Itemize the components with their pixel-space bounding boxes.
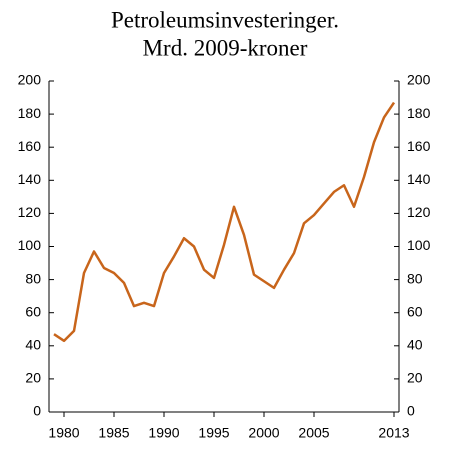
x-tick-label: 2000: [248, 425, 279, 441]
y-tick-label: 180: [18, 105, 42, 121]
y-tick-label: 120: [18, 204, 42, 220]
y2-tick-label: 200: [407, 72, 431, 88]
y2-tick-label: 40: [407, 337, 423, 353]
y-tick-label: 200: [18, 72, 42, 88]
y-tick-label: 0: [33, 403, 41, 419]
x-tick-label: 1980: [48, 425, 79, 441]
y2-tick-label: 140: [407, 171, 431, 187]
y-tick-label: 140: [18, 171, 42, 187]
y2-tick-label: 180: [407, 105, 431, 121]
y-tick-label: 20: [25, 370, 41, 386]
y2-tick-label: 0: [407, 403, 415, 419]
y2-tick-label: 100: [407, 237, 431, 253]
x-tick-label: 2013: [378, 425, 409, 441]
y-tick-label: 80: [25, 270, 41, 286]
y2-tick-label: 80: [407, 270, 423, 286]
x-tick-label: 2005: [298, 425, 329, 441]
y-tick-label: 60: [25, 303, 41, 319]
chart-title: Petroleumsinvesteringer.: [111, 7, 339, 32]
line-series: [53, 101, 396, 343]
y-tick-label: 160: [18, 138, 42, 154]
y-tick-label: 100: [18, 237, 42, 253]
y2-tick-label: 60: [407, 303, 423, 319]
y-tick-label: 40: [25, 337, 41, 353]
x-tick-label: 1985: [98, 425, 129, 441]
chart-subtitle: Mrd. 2009-kroner: [143, 35, 308, 60]
y2-tick-label: 20: [407, 370, 423, 386]
y2-tick-label: 160: [407, 138, 431, 154]
x-tick-label: 1995: [198, 425, 229, 441]
x-tick-label: 1990: [148, 425, 179, 441]
y2-tick-label: 120: [407, 204, 431, 220]
